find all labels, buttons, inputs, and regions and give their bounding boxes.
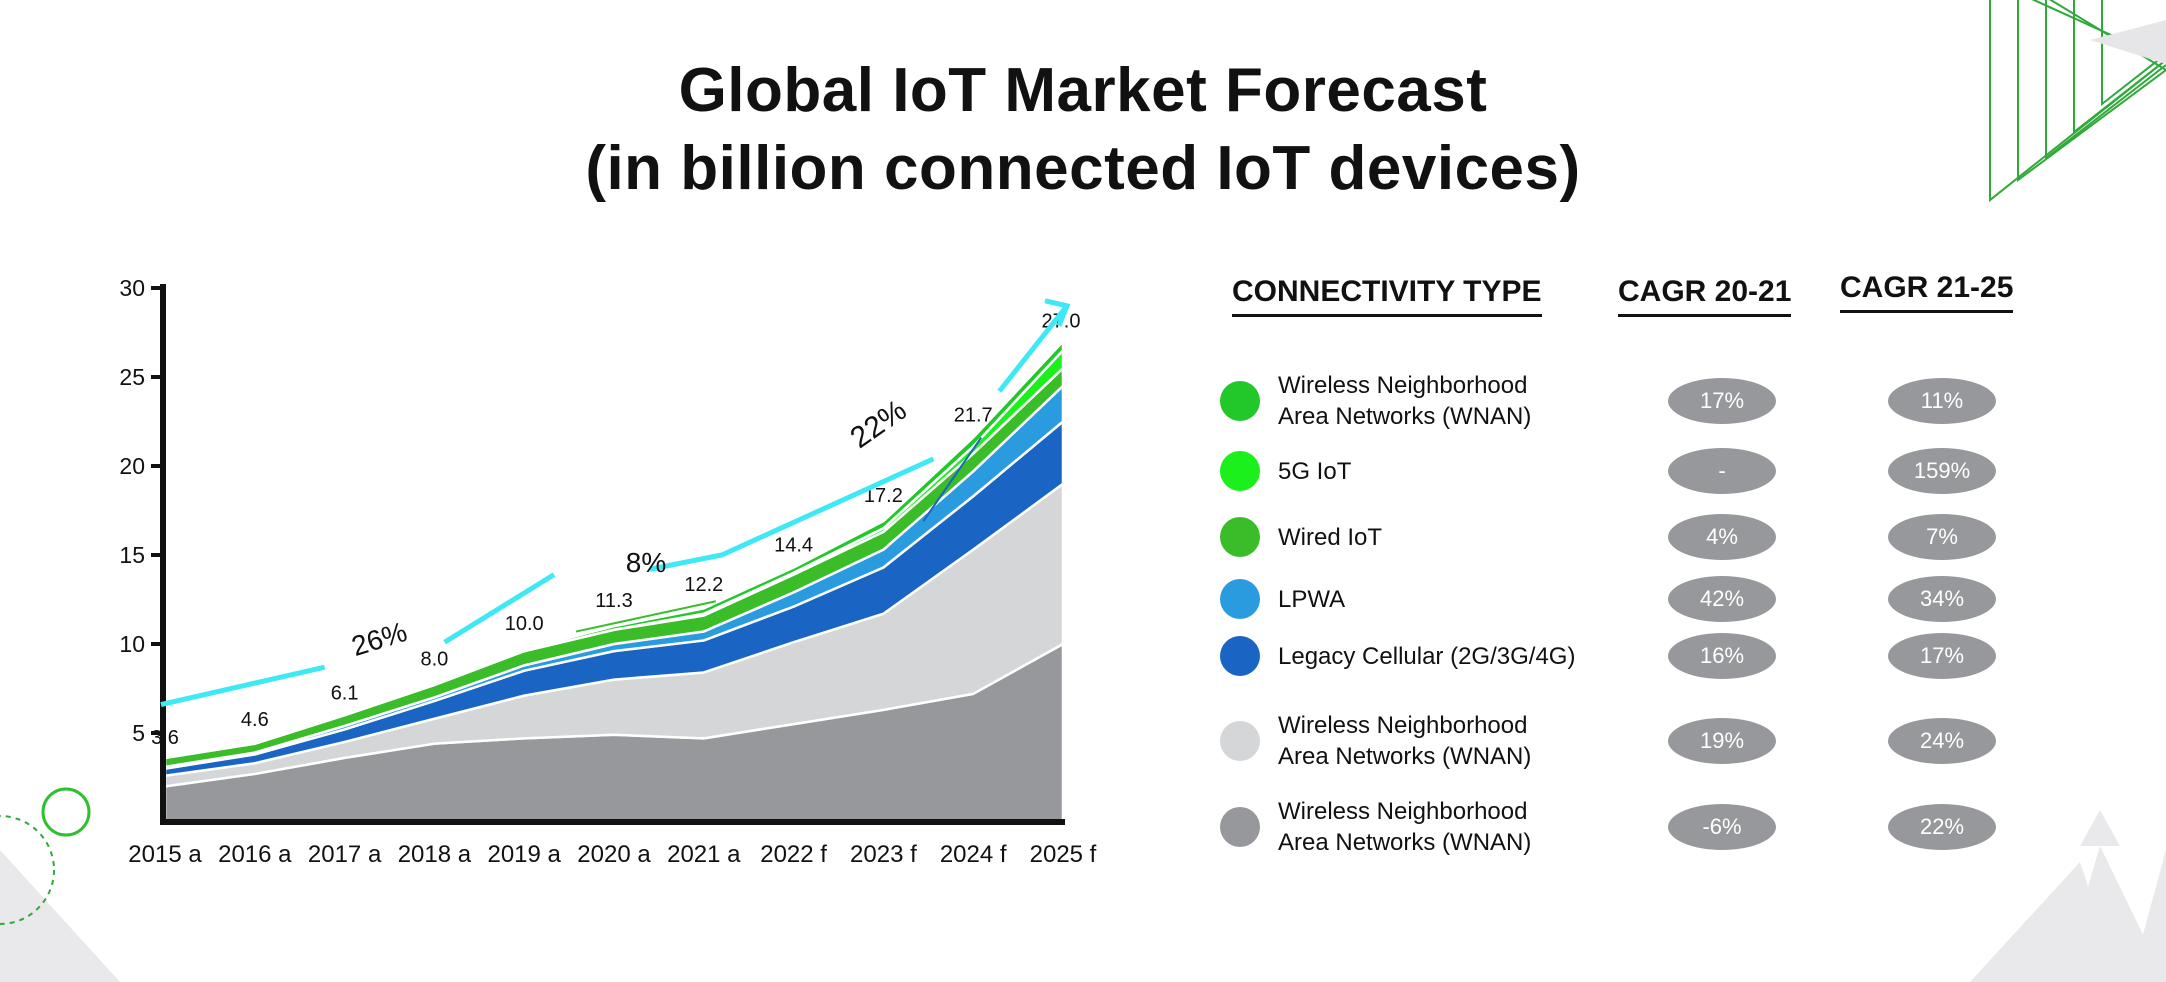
cagr-21-25-badge: 22% [1888,804,1996,850]
y-tick-label-4: 25 [119,364,145,390]
header-cagr-20-21: CAGR 20-21 [1618,274,1792,317]
cagr-21-25-badge: 7% [1888,514,1996,560]
legend-dot-icon [1220,579,1260,619]
connectivity-label: Legacy Cellular (2G/3G/4G) [1278,641,1698,672]
area-series-6 [163,340,1065,760]
connectivity-label-line-2: Area Networks (WNAN) [1278,743,1532,770]
cagr-21-25-badge: 17% [1888,633,1996,679]
y-tick-label-5: 30 [119,275,145,301]
decorative-bottom-right-triangles-icon [1970,810,2166,982]
connectivity-row: LPWA 42% 34% [1220,576,2040,654]
connectivity-label: Wireless Neighborhood Area Networks (WNAN… [1278,370,1698,432]
connectivity-row: Wireless Neighborhood Area Networks (WNAN… [1220,710,2040,780]
x-tick-label-8: 2023 f [850,841,917,868]
cagr-20-21-badge: - [1668,448,1776,494]
trend-line-segment-a [160,664,326,707]
marker-line-2024 [922,436,983,522]
x-tick-label-0: 2015 a [128,841,202,868]
connectivity-label: Wired IoT [1278,522,1698,553]
connectivity-row: Wired IoT 4% 7% [1220,514,2040,592]
trend-arrowhead-icon [1044,298,1071,327]
total-label-6: 12.2 [684,574,723,596]
connectivity-label-line-1: Wireless Neighborhood [1278,798,1528,825]
total-label-7: 14.4 [774,535,813,557]
cagr-20-21-badge: 16% [1668,633,1776,679]
decorative-corner-triangles-icon [1989,0,2166,203]
total-label-4: 10.0 [505,613,544,635]
x-tick-label-3: 2018 a [398,841,472,868]
cagr-20-21-badge: 4% [1668,514,1776,560]
legend-dot-icon [1220,517,1260,557]
connectivity-row: Wireless Neighborhood Area Networks (WNAN… [1220,370,2040,440]
total-label-2: 6.1 [331,682,359,704]
x-tick-label-7: 2022 f [760,841,827,868]
connectivity-row: Legacy Cellular (2G/3G/4G) 16% 17% [1220,633,2040,711]
connectivity-row: Wireless Neighborhood Area Networks (WNAN… [1220,796,2040,866]
connectivity-label-line-1: Wired IoT [1278,524,1383,551]
connectivity-label: LPWA [1278,584,1698,615]
connectivity-label-line-1: Wireless Neighborhood [1278,372,1528,399]
connectivity-row: 5G IoT - 159% [1220,448,2040,526]
cagr-20-21-badge: 17% [1668,378,1776,424]
x-tick-label-6: 2021 a [667,841,741,868]
legend-dot-icon [1220,721,1260,761]
total-label-8: 17.2 [864,485,903,507]
cagr-21-25-badge: 24% [1888,718,1996,764]
legend-dot-icon [1220,807,1260,847]
total-label-3: 8.0 [420,649,448,671]
connectivity-label-line-1: Wireless Neighborhood [1278,712,1528,739]
x-tick-label-1: 2016 a [218,841,292,868]
total-label-5: 11.3 [595,590,632,612]
x-tick-label-10: 2025 f [1030,841,1097,868]
connectivity-label-line-1: LPWA [1278,586,1346,613]
connectivity-label-line-1: Legacy Cellular (2G/3G/4G) [1278,643,1576,670]
title-line-1: Global IoT Market Forecast [678,56,1488,125]
header-cagr-21-25: CAGR 21-25 [1840,270,2014,313]
trend-line-segment-b [443,572,556,645]
connectivity-label: Wireless Neighborhood Area Networks (WNAN… [1278,710,1698,772]
total-label-0: 3.6 [151,727,179,749]
cagr-21-25-badge: 34% [1888,576,1996,622]
decorative-bottom-left-shapes-icon [0,787,120,982]
y-tick-label-3: 20 [119,453,145,479]
title-line-2: (in billion connected IoT devices) [585,134,1581,203]
legend-dot-icon [1220,451,1260,491]
total-label-9: 21.7 [954,405,993,427]
connectivity-label: 5G IoT [1278,456,1698,487]
connectivity-label-line-1: 5G IoT [1278,458,1352,485]
y-tick-label-2: 15 [119,542,145,568]
page-title: Global IoT Market Forecast (in billion c… [0,52,2166,208]
total-label-1: 4.6 [241,709,269,731]
growth-label-1: 8% [626,547,666,578]
x-tick-label-4: 2019 a [487,841,561,868]
marker-line-2020 [575,600,717,633]
trend-line-segment-c [649,456,935,572]
header-connectivity-type: CONNECTIVITY TYPE [1232,274,1542,317]
connectivity-label-line-2: Area Networks (WNAN) [1278,829,1532,856]
stacked-area-chart: 5 10 15 20 25 30 2015 a 2016 a 2017 a 2018 a 2019 … [119,275,1097,868]
legend-dot-icon [1220,636,1260,676]
x-tick-label-9: 2024 f [940,841,1007,868]
legend-dot-icon [1220,381,1260,421]
growth-label-2: 22% [844,393,912,454]
y-tick-label-1: 10 [119,631,145,657]
connectivity-label: Wireless Neighborhood Area Networks (WNAN… [1278,796,1698,858]
growth-label-0: 26% [348,616,411,662]
y-tick-label-0: 5 [132,720,145,746]
x-tick-label-5: 2020 a [577,841,651,868]
cagr-20-21-badge: 19% [1668,718,1776,764]
cagr-20-21-badge: 42% [1668,576,1776,622]
cagr-20-21-badge: -6% [1668,804,1776,850]
cagr-21-25-badge: 159% [1888,448,1996,494]
connectivity-label-line-2: Area Networks (WNAN) [1278,403,1532,430]
cagr-21-25-badge: 11% [1888,378,1996,424]
trend-line-segment-d [997,304,1069,393]
x-tick-label-2: 2017 a [308,841,382,868]
